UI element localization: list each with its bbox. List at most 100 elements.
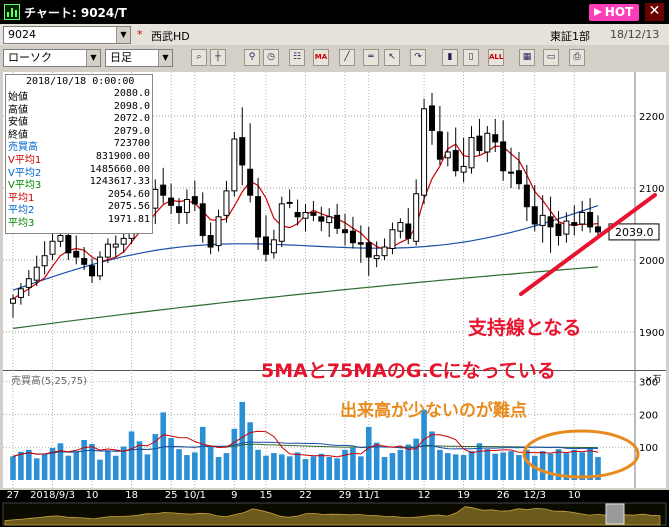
info-value: 1971.81 bbox=[107, 214, 150, 225]
zoom-icon[interactable]: ⌕ bbox=[191, 49, 207, 66]
volume-bar bbox=[231, 428, 238, 480]
info-label: 始値 bbox=[8, 92, 28, 103]
volume-bar bbox=[176, 449, 182, 480]
volume-bar bbox=[563, 453, 570, 480]
volume-bar bbox=[342, 449, 348, 480]
volume-annotation: 出来高が少ないのが難点 bbox=[340, 401, 527, 421]
volume-bar bbox=[302, 459, 309, 480]
chevron-down-icon[interactable]: ▼ bbox=[158, 50, 172, 66]
info-label: 売買高 bbox=[8, 142, 38, 154]
ma-button[interactable]: MA bbox=[313, 49, 329, 66]
volume-unit-label: ×万 bbox=[645, 375, 662, 385]
price-tick-label: 1900 bbox=[639, 328, 664, 339]
volume-bar bbox=[547, 453, 554, 480]
all-label: ALL bbox=[489, 53, 504, 61]
volume-bar bbox=[136, 441, 143, 480]
volume-bar bbox=[326, 457, 333, 480]
crosshair-icon[interactable]: ┼ bbox=[210, 49, 226, 66]
volume-bar bbox=[476, 443, 483, 480]
volume-bar bbox=[334, 458, 340, 480]
candlestick bbox=[571, 222, 578, 226]
volume-bar bbox=[484, 449, 491, 480]
volume-bar bbox=[223, 453, 230, 480]
candlestick bbox=[199, 203, 206, 237]
volume-bar bbox=[57, 443, 64, 480]
period-select[interactable]: 日足 ▼ bbox=[105, 49, 173, 67]
columns-icon[interactable]: ☷ bbox=[289, 49, 305, 66]
chevron-down-icon[interactable]: ▼ bbox=[86, 50, 100, 66]
volume-bar bbox=[160, 412, 167, 480]
chart-type-value: ローソク bbox=[8, 51, 52, 64]
volume-chart[interactable]: 300 200 100 ×万 売買高(5,25,75) bbox=[3, 370, 666, 488]
info-value: 1243617.33 bbox=[89, 176, 150, 188]
chart-type-select[interactable]: ローソク ▼ bbox=[3, 49, 101, 67]
candlestick bbox=[57, 235, 64, 242]
volume-bar bbox=[278, 454, 285, 480]
candlestick bbox=[357, 242, 364, 245]
volume-bar bbox=[444, 453, 451, 480]
volume-bar bbox=[421, 409, 427, 480]
ma-long-line bbox=[12, 266, 599, 329]
company-name: 西武HD bbox=[151, 30, 190, 43]
candlestick bbox=[25, 278, 32, 288]
info-date: 2018/10/18 0:00:00 bbox=[26, 76, 135, 87]
volume-panel-label: 売買高(5,25,75) bbox=[11, 374, 87, 387]
volume-bar bbox=[97, 459, 103, 480]
window-title: チャート: 9024/T bbox=[24, 6, 127, 20]
candlestick bbox=[381, 246, 388, 257]
volume-bar bbox=[373, 442, 380, 480]
candlestick bbox=[413, 193, 420, 242]
window-icon[interactable]: ▭ bbox=[543, 49, 559, 66]
close-button[interactable]: ✕ bbox=[645, 3, 664, 21]
volume-bar bbox=[128, 431, 135, 480]
info-label: 平均3 bbox=[8, 218, 35, 229]
candlestick bbox=[397, 222, 404, 232]
candlestick bbox=[595, 226, 601, 233]
candlestick bbox=[183, 199, 190, 213]
hline-icon[interactable]: ═ bbox=[363, 49, 379, 66]
info-value: 2079.0 bbox=[113, 125, 150, 137]
hot-button[interactable]: HOT bbox=[589, 4, 639, 21]
candlestick bbox=[104, 243, 111, 258]
candlestick bbox=[17, 288, 24, 298]
current-price-box bbox=[608, 223, 660, 241]
volume-bar bbox=[397, 449, 404, 480]
candlestick bbox=[207, 235, 214, 248]
symbol-code-combo[interactable]: 9024 ▼ bbox=[3, 26, 131, 44]
all-button[interactable]: ALL bbox=[488, 49, 504, 66]
cursor-icon[interactable]: ↖ bbox=[384, 49, 400, 66]
grid-icon[interactable]: ▦ bbox=[519, 49, 535, 66]
volume-bar bbox=[239, 401, 246, 480]
info-row: 安値 2072.0 bbox=[8, 113, 152, 128]
clock-icon[interactable]: ◷ bbox=[263, 49, 279, 66]
volume-bar bbox=[271, 453, 277, 480]
candlestick bbox=[318, 216, 325, 222]
title-bar[interactable]: チャート: 9024/T HOT ✕ bbox=[0, 0, 669, 24]
pin-icon[interactable]: ⚲ bbox=[244, 49, 260, 66]
info-value: 2098.0 bbox=[113, 100, 150, 112]
print-icon[interactable]: ⎙ bbox=[569, 49, 585, 66]
chevron-down-icon[interactable]: ▼ bbox=[116, 27, 130, 43]
support-line-annotation: 支持線となる bbox=[468, 317, 582, 339]
candlestick bbox=[508, 171, 515, 174]
candlestick bbox=[349, 230, 356, 244]
timeline-scrollbar[interactable]: 27 2018/9/3 10 18 25 10/1 9 15 22 29 11/1 12 19 26 12/… bbox=[0, 490, 669, 527]
redo-icon[interactable]: ↷ bbox=[410, 49, 426, 66]
candlestick bbox=[460, 165, 467, 173]
volume-bar bbox=[152, 434, 159, 480]
candlestick bbox=[262, 236, 269, 255]
volume-highlight-ellipse bbox=[522, 429, 640, 479]
candlestick bbox=[89, 265, 96, 277]
ohlc-info-panel: 2018/10/18 0:00:00 始値 2080.0 高値 2098.0 安値 207… bbox=[5, 74, 153, 234]
trendline-icon[interactable]: ╱ bbox=[339, 49, 355, 66]
volume-bar bbox=[524, 449, 530, 480]
date-tick-label: 11/1 bbox=[358, 490, 380, 501]
current-price-label: 2039.0 bbox=[615, 226, 654, 239]
candle-icon[interactable]: ▮ bbox=[442, 49, 458, 66]
volume-bar bbox=[247, 422, 253, 480]
candlestick bbox=[428, 105, 435, 131]
volume-bar bbox=[555, 449, 562, 480]
date-tick-label: 18 bbox=[125, 490, 138, 501]
bars-icon[interactable]: ▯ bbox=[463, 49, 479, 66]
